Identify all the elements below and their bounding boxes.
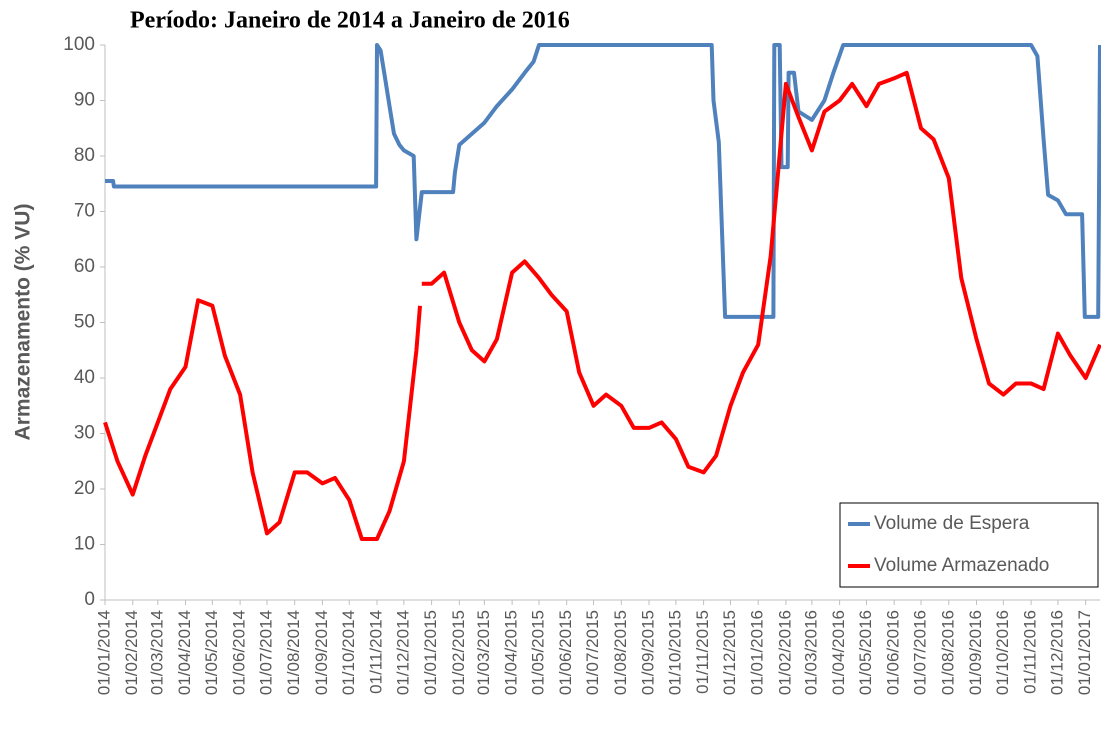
x-tick-label: 01/12/2016 [1047,610,1066,695]
y-tick-label: 100 [63,34,95,55]
y-tick-label: 50 [74,312,95,333]
x-tick-label: 01/08/2016 [938,610,957,695]
x-tick-label: 01/09/2014 [312,610,331,695]
series-line [105,43,1101,319]
x-tick-label: 01/08/2015 [611,610,630,695]
x-tick-label: 01/03/2014 [147,610,166,695]
x-tick-label: 01/12/2015 [720,610,739,695]
legend-label: Volume Armazenado [874,555,1049,576]
x-tick-label: 01/01/2016 [748,610,767,695]
legend-label: Volume de Espera [874,513,1030,534]
x-tick-label: 01/01/2017 [1075,610,1094,695]
x-tick-label: 01/11/2016 [1021,610,1040,694]
x-tick-label: 01/10/2015 [665,610,684,695]
y-tick-label: 80 [74,145,95,166]
x-tick-label: 01/08/2014 [284,610,303,695]
x-tick-label: 01/01/2014 [94,610,113,695]
x-tick-label: 01/07/2015 [583,610,602,695]
x-tick-label: 01/09/2015 [639,610,658,695]
legend-box [839,502,1099,588]
y-tick-label: 20 [74,478,95,499]
x-tick-label: 01/11/2015 [693,610,712,694]
y-tick-label: 70 [74,201,95,222]
y-axis-label: Armazenamento (% VU) [12,204,35,441]
y-tick-label: 60 [74,256,95,277]
x-tick-label: 01/10/2016 [993,610,1012,695]
y-tick-label: 0 [84,589,95,610]
x-tick-label: 01/04/2014 [175,610,194,695]
x-tick-label: 01/03/2016 [801,610,820,695]
x-tick-label: 01/02/2014 [122,610,141,695]
x-tick-label: 01/05/2015 [528,610,547,695]
y-tick-label: 90 [74,90,95,111]
x-tick-label: 01/04/2015 [502,610,521,695]
x-tick-label: 01/02/2015 [449,610,468,695]
x-tick-label: 01/04/2016 [829,610,848,695]
x-tick-label: 01/07/2016 [911,610,930,695]
x-tick-label: 01/09/2016 [966,610,985,695]
y-tick-label: 30 [74,423,95,444]
x-tick-label: 01/05/2016 [856,610,875,695]
x-tick-label: 01/05/2014 [202,610,221,695]
x-tick-label: 01/06/2016 [884,610,903,695]
series-line [103,70,1101,541]
chart-title: Período: Janeiro de 2014 a Janeiro de 20… [130,8,570,34]
x-tick-label: 01/03/2015 [474,610,493,695]
x-tick-label: 01/07/2014 [256,610,275,695]
x-tick-label: 01/01/2015 [421,610,440,695]
x-tick-label: 01/11/2014 [366,610,385,694]
x-tick-label: 01/06/2015 [556,610,575,695]
y-tick-label: 40 [74,367,95,388]
y-tick-label: 10 [74,534,95,555]
x-tick-label: 01/10/2014 [339,610,358,695]
x-tick-label: 01/06/2014 [230,610,249,695]
x-tick-label: 01/12/2014 [393,610,412,695]
x-tick-label: 01/02/2016 [775,610,794,695]
